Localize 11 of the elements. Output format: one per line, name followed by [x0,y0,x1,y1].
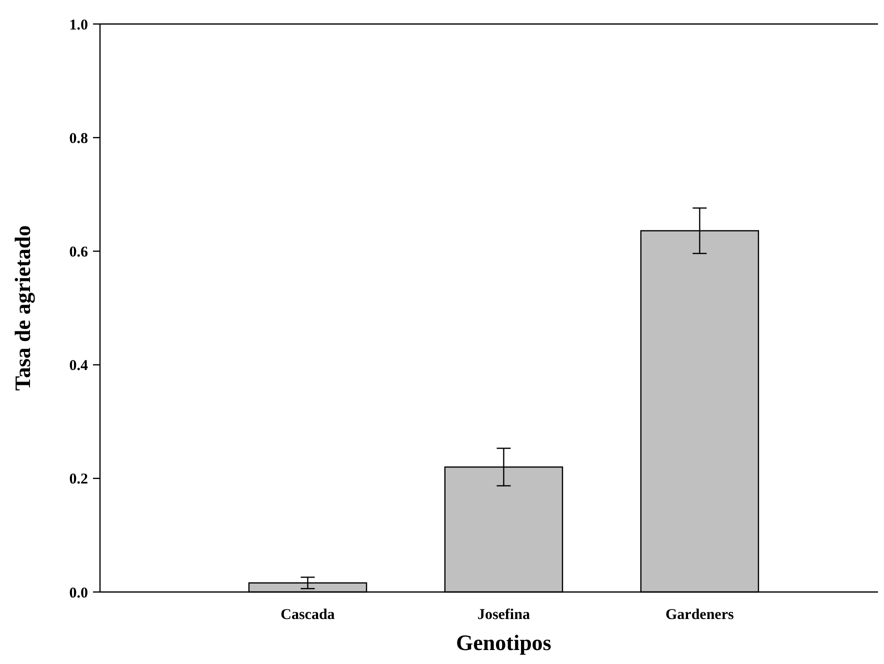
x-tick-label: Gardeners [666,607,734,623]
x-axis-title: Genotipos [456,630,552,655]
y-axis-title: Tasa de agrietado [10,225,35,391]
y-tick-label: 0.2 [69,472,88,488]
y-tick-label: 0.6 [69,244,88,260]
y-tick-label: 1.0 [69,17,88,34]
x-tick-label: Josefina [477,607,530,623]
y-tick-label: 0.8 [69,130,88,147]
y-tick-label: 0.0 [69,585,88,602]
y-tick-label: 0.4 [69,358,88,374]
x-tick-label: Cascada [280,607,336,623]
